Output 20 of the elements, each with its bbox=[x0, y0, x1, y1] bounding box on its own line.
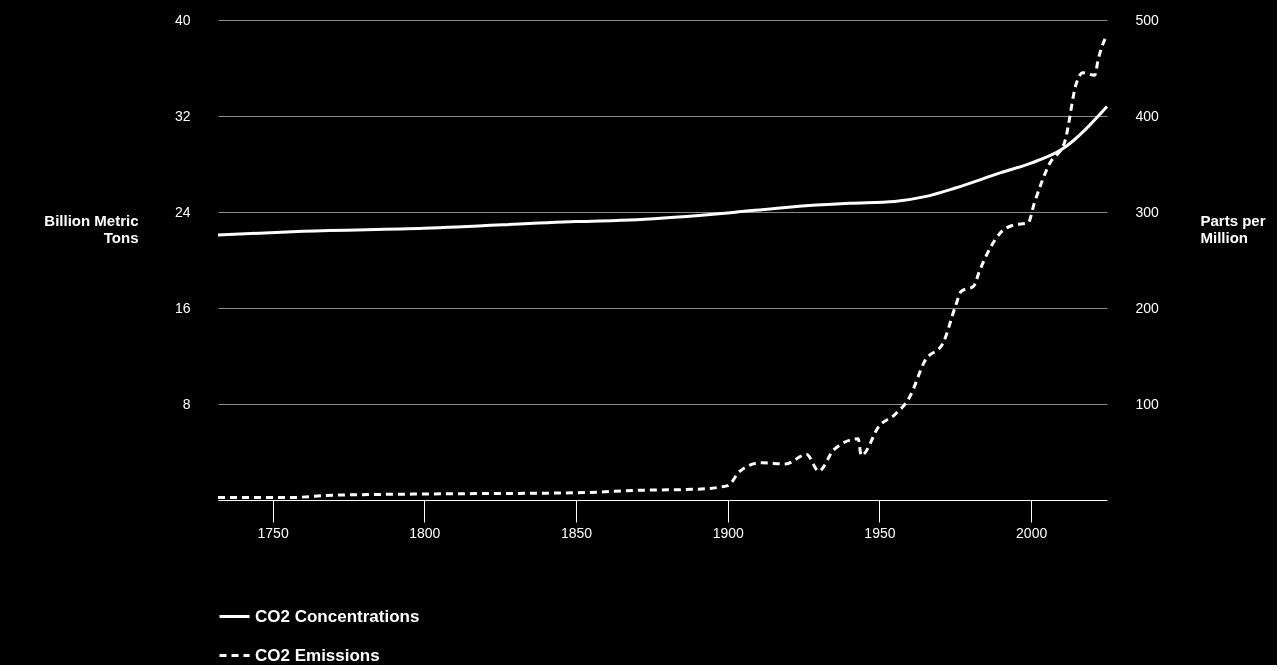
x-tick-label: 1950 bbox=[864, 524, 896, 541]
x-tick-label: 1800 bbox=[409, 524, 441, 541]
x-tick-label: 2000 bbox=[1016, 524, 1048, 541]
y2-tick-label: 100 bbox=[1135, 395, 1160, 412]
y-tick-label: 8 bbox=[182, 395, 191, 412]
legend-label: CO2 Emissions bbox=[255, 645, 380, 665]
y2-axis-title: Parts per Million bbox=[1200, 211, 1266, 246]
y-axis-title: Billion Metric Tons bbox=[44, 211, 139, 246]
y-tick-label: 16 bbox=[174, 299, 191, 316]
y2-tick-label: 500 bbox=[1135, 11, 1160, 28]
x-tick-label: 1900 bbox=[712, 524, 745, 541]
y2-tick-label: 400 bbox=[1135, 107, 1160, 124]
y2-tick-label: 200 bbox=[1135, 299, 1160, 316]
y2-tick-label: 300 bbox=[1135, 203, 1160, 220]
legend-label: CO2 Concentrations bbox=[255, 606, 420, 626]
x-tick-label: 1750 bbox=[257, 524, 289, 541]
x-tick-label: 1850 bbox=[560, 524, 593, 541]
y-tick-label: 24 bbox=[174, 203, 191, 220]
y-tick-label: 32 bbox=[174, 107, 191, 124]
y-tick-label: 40 bbox=[174, 11, 191, 28]
